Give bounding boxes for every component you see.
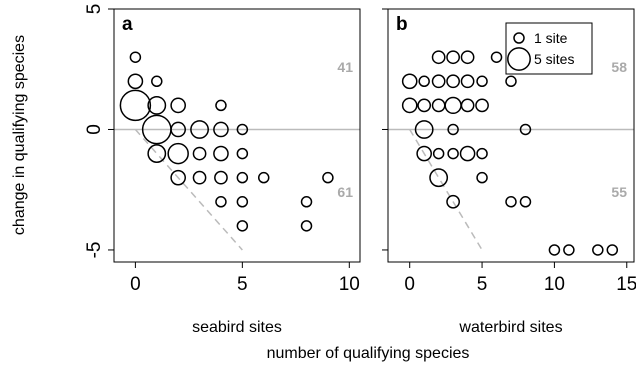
panel-a-xtick-label: 0 <box>130 274 141 295</box>
panel-b-point <box>476 75 488 88</box>
panel-a-point <box>192 146 207 161</box>
panel-b-point <box>505 196 517 208</box>
legend-symbol <box>507 47 531 71</box>
panel-a-point <box>236 171 249 184</box>
panel-b-xtick-label: 15 <box>616 274 636 295</box>
y-axis-label: change in qualifying species <box>11 35 28 235</box>
panel-a-point <box>213 145 229 162</box>
panel-a-ytick-label: -5 <box>84 241 105 258</box>
panel-a-xtick-label: 10 <box>339 274 360 295</box>
panel-b-letter: b <box>396 14 408 35</box>
panel-b-point <box>606 244 619 256</box>
panel-a-point <box>215 99 227 112</box>
panel-b-point <box>519 196 532 208</box>
panel-a-ytick-label: 0 <box>84 124 105 135</box>
panel-b-point <box>429 168 449 188</box>
panel-a-point <box>170 121 186 138</box>
panel-a-point <box>127 73 144 90</box>
panel-b-point <box>446 50 460 65</box>
panel-a-point <box>129 51 142 63</box>
panel-b-point <box>444 96 462 115</box>
panel-b-point <box>548 244 561 256</box>
panel-b-point <box>592 244 604 256</box>
panel-b-point <box>519 123 532 136</box>
panel-b-xtick-label: 5 <box>477 274 488 295</box>
panel-b-xtick-label: 10 <box>544 274 565 295</box>
panel-b-point <box>417 98 432 113</box>
panel-b-point <box>431 50 446 65</box>
panel-a-point <box>151 75 163 88</box>
panel-b-point <box>460 98 475 113</box>
panel-b-point <box>447 123 459 136</box>
panel-a-diagonal-line <box>134 128 243 251</box>
panel-b-frame <box>387 8 635 263</box>
panel-a-count-annotation: 41 <box>337 59 353 75</box>
panel-b-point <box>563 244 575 256</box>
panel-b-point <box>476 147 488 160</box>
panel-a-point <box>147 144 167 163</box>
panel-b-point <box>505 75 517 88</box>
panel-b-point <box>475 98 489 113</box>
panel-b: 0 5 10 15 b 58 55 waterbird sites 1 site 5 sites <box>382 8 636 336</box>
panel-a-x-sublabel: seabird sites <box>192 319 282 336</box>
panel-a-point <box>257 171 270 184</box>
panel-a-point <box>214 170 228 185</box>
panel-a-xtick-label: 5 <box>237 274 248 295</box>
panel-a-point <box>192 170 207 185</box>
panel-a-ytick-label: 5 <box>84 4 105 15</box>
panel-b-xtick-label: 0 <box>404 274 415 295</box>
panel-b-point <box>446 194 460 209</box>
panel-b-point <box>401 97 418 114</box>
panel-a-frame <box>113 8 361 263</box>
panel-b-point <box>401 73 418 90</box>
panel-a-point <box>170 169 186 186</box>
panel-a-point <box>147 95 167 115</box>
panel-b-point <box>431 98 446 113</box>
panel-a-point <box>236 147 249 160</box>
panel-b-count-annotation: 55 <box>611 184 627 200</box>
panel-b-count-annotation: 58 <box>611 59 627 75</box>
panel-a-point <box>236 220 249 232</box>
panel-b-point <box>460 74 475 89</box>
panel-b-point <box>490 51 503 63</box>
panel-a-point <box>300 220 313 232</box>
panel-a: 0 5 10 -5 0 5 a 41 61 seabird sites <box>84 4 361 336</box>
legend-symbol <box>513 32 525 44</box>
panel-a-point <box>167 142 189 165</box>
x-axis-label: number of qualifying species <box>267 345 470 362</box>
panel-b-point <box>432 147 445 160</box>
panel-b-point <box>460 50 475 65</box>
panel-b-point <box>447 147 459 160</box>
panel-a-point <box>322 171 334 184</box>
panel-a-point <box>170 97 186 114</box>
panel-b-point <box>476 171 488 184</box>
panel-a-letter: a <box>122 14 133 35</box>
panel-b-point <box>459 145 476 162</box>
panel-b-x-sublabel: waterbird sites <box>458 319 562 336</box>
panel-a-point <box>236 123 249 136</box>
panel-a-count-annotation: 61 <box>337 184 353 200</box>
panel-b-point <box>414 120 434 139</box>
panel-a-point <box>236 196 249 208</box>
panel-a-point <box>215 196 227 208</box>
panel-b-point <box>416 145 432 162</box>
panel-b-point <box>446 74 460 89</box>
legend-entry-label: 5 sites <box>534 51 574 67</box>
panel-a-point <box>213 121 229 138</box>
legend-entry-label: 1 site <box>534 30 568 46</box>
panel-b-point <box>418 75 430 88</box>
panel-a-point <box>119 89 152 122</box>
panel-b-point <box>431 74 446 89</box>
legend: 1 site 5 sites <box>505 22 593 75</box>
panel-a-point <box>190 120 209 139</box>
panel-a-point <box>300 196 313 208</box>
